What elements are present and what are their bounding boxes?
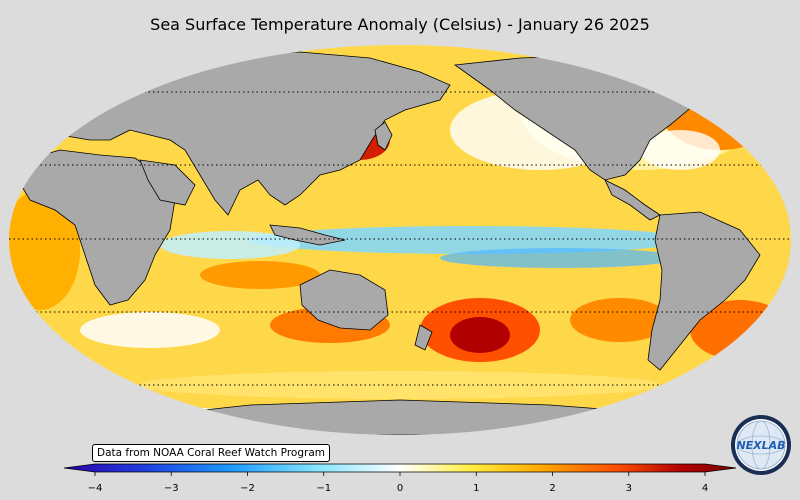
colorbar-tick-label: 0	[396, 483, 404, 494]
south-america-land	[647, 211, 761, 371]
colorbar-tick-label: −4	[87, 483, 103, 494]
south-indian-warm	[200, 261, 320, 289]
colorbar-tick-label: 3	[625, 483, 632, 494]
indonesia-land	[269, 224, 346, 246]
south-pacific-hot	[450, 317, 510, 353]
east-atlantic-warm	[8, 190, 80, 310]
map-title: Sea Surface Temperature Anomaly (Celsius…	[150, 15, 650, 34]
colorbar-tick-label: −3	[163, 483, 179, 494]
gulf-stream-neutral	[640, 130, 720, 170]
arabia-land	[139, 159, 196, 206]
colorbar-tick-label: 4	[701, 483, 709, 494]
greenland-land	[699, 49, 771, 96]
australia-land	[299, 269, 389, 331]
south-indian-neutral	[80, 312, 220, 348]
colorbar-tick-label: 1	[473, 483, 480, 494]
southern-ocean-band	[140, 371, 660, 399]
globe-outline	[7, 43, 793, 437]
colorbar-tick-label: −2	[240, 483, 255, 494]
japan-land	[374, 121, 393, 151]
eurasia-land	[59, 51, 451, 216]
central-america-land	[604, 179, 661, 221]
new-zealand-land	[414, 324, 433, 351]
colorbar-ticks	[94, 472, 706, 476]
colorbar-tick-label: −1	[316, 483, 332, 494]
colorbar-tick-label: 2	[549, 483, 556, 494]
africa-land	[17, 149, 176, 306]
southeast-pacific-warm	[570, 298, 670, 342]
nexlab-globe-logo[interactable]: NEXLAB	[730, 414, 792, 476]
indian-ocean-cool	[160, 231, 300, 259]
colorbar	[63, 463, 737, 476]
equatorial-pacific-cold	[440, 248, 680, 268]
equatorial-pacific-cool	[250, 226, 690, 254]
data-credit-label: Data from NOAA Coral Reef Watch Program	[92, 444, 330, 462]
colorbar-bar	[63, 463, 737, 473]
logo-text: NEXLAB	[736, 439, 785, 452]
